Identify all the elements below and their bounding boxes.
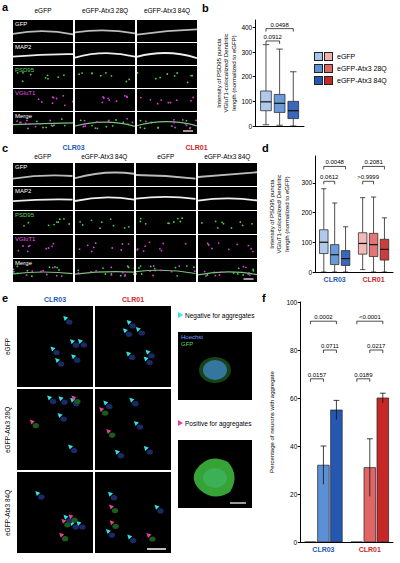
html-text:eGFP-Atx3 84Q: eGFP-Atx3 84Q <box>337 76 387 84</box>
svg-text:VGluT1-colocalized/ Dendritic: VGluT1-colocalized/ Dendritic <box>276 174 282 253</box>
html-text:eGFP: eGFP <box>34 7 52 14</box>
svg-text:CLR03: CLR03 <box>324 276 346 283</box>
html-text:eGFP: eGFP <box>4 338 11 355</box>
svg-text:60: 60 <box>290 395 298 402</box>
svg-text:Percentage of neurons with agg: Percentage of neurons with aggregate <box>269 370 275 472</box>
svg-text:20: 20 <box>290 491 298 498</box>
svg-text:0.2081: 0.2081 <box>364 159 383 165</box>
html-text:CLR01: CLR01 <box>121 296 145 303</box>
html-text:eGFP: eGFP <box>337 52 356 60</box>
svg-text:200: 200 <box>301 209 312 216</box>
html-text:GFP: GFP <box>15 21 28 27</box>
svg-text:400: 400 <box>241 24 252 31</box>
svg-text:100: 100 <box>241 98 252 105</box>
html-text:CLR03: CLR03 <box>43 296 67 303</box>
svg-text:0: 0 <box>249 123 253 130</box>
html-text:Merge: Merge <box>15 113 32 119</box>
svg-text:0.0498: 0.0498 <box>270 22 289 28</box>
svg-text:0.0612: 0.0612 <box>320 174 339 180</box>
svg-text:0.0048: 0.0048 <box>326 159 345 165</box>
svg-text:<0.0001: <0.0001 <box>359 314 382 320</box>
html-text:a: a <box>2 1 9 13</box>
html-text:eGFP-Atx3 28Q: eGFP-Atx3 28Q <box>337 64 387 72</box>
svg-text:length (normalized to eGFP): length (normalized to eGFP) <box>231 35 237 110</box>
html-text:eGFP-Atx3 84Q: eGFP-Atx3 84Q <box>143 7 191 14</box>
html-text:MAP2: MAP2 <box>15 44 32 50</box>
html-text:eGFP: eGFP <box>157 153 175 160</box>
svg-text:CLR01: CLR01 <box>362 276 384 283</box>
svg-text:0.0217: 0.0217 <box>367 343 386 349</box>
html-text:eGFP-Atx3 84Q: eGFP-Atx3 84Q <box>4 489 11 536</box>
svg-text:length (normalized to eGFP): length (normalized to eGFP) <box>284 176 290 251</box>
html-text:eGFP-Atx3 28Q: eGFP-Atx3 28Q <box>4 406 11 453</box>
html-text:Merge: Merge <box>15 260 32 266</box>
svg-text:80: 80 <box>290 347 298 354</box>
svg-text:Intensity of PSD95 puncta: Intensity of PSD95 puncta <box>216 38 222 108</box>
html-text:VGluT1: VGluT1 <box>15 90 36 96</box>
svg-text:VGluT1-colocalized/ Dendritic: VGluT1-colocalized/ Dendritic <box>223 33 229 112</box>
html-text:Positive for aggregates: Positive for aggregates <box>185 420 252 427</box>
svg-text:40: 40 <box>290 443 298 450</box>
html-text:eGFP-Atx3 84Q: eGFP-Atx3 84Q <box>81 153 128 160</box>
svg-text:0.0157: 0.0157 <box>308 372 327 378</box>
svg-text:>0.9999: >0.9999 <box>357 174 380 180</box>
html-text:Negative for aggregates: Negative for aggregates <box>185 312 255 319</box>
svg-text:0.0002: 0.0002 <box>314 314 333 320</box>
svg-text:CLR01: CLR01 <box>359 546 381 553</box>
svg-text:Intensity of PSD95 puncta: Intensity of PSD95 puncta <box>269 179 275 249</box>
svg-text:0.0912: 0.0912 <box>264 34 283 40</box>
svg-text:0: 0 <box>309 269 313 276</box>
html-text:e: e <box>2 292 9 304</box>
svg-text:0: 0 <box>294 539 298 546</box>
svg-text:100: 100 <box>301 239 312 246</box>
html-text:PSD95: PSD95 <box>15 67 34 73</box>
svg-text:100: 100 <box>286 299 297 306</box>
html-text:MAP2: MAP2 <box>15 188 32 194</box>
svg-text:0.0711: 0.0711 <box>321 343 340 349</box>
html-text:CLR03: CLR03 <box>62 144 85 151</box>
html-text:VGluT1: VGluT1 <box>15 236 36 242</box>
html-text:eGFP-Atx3 28Q: eGFP-Atx3 28Q <box>81 7 129 14</box>
html-text:c: c <box>2 142 9 154</box>
svg-text:300: 300 <box>241 49 252 56</box>
html-text:PSD95: PSD95 <box>15 212 34 218</box>
svg-text:300: 300 <box>301 179 312 186</box>
html-text:eGFP: eGFP <box>34 153 52 160</box>
svg-text:CLR03: CLR03 <box>312 546 334 553</box>
svg-text:0.0189: 0.0189 <box>354 372 373 378</box>
html-text:eGFP-Atx3 84Q: eGFP-Atx3 84Q <box>204 153 251 160</box>
svg-text:200: 200 <box>241 73 252 80</box>
html-text:GFP: GFP <box>181 341 194 347</box>
html-text:CLR01: CLR01 <box>185 144 208 151</box>
html-text:b: b <box>202 2 209 14</box>
html-text:GFP: GFP <box>15 164 28 170</box>
html-text:d: d <box>262 142 269 154</box>
html-text:Hoechst: Hoechst <box>181 334 203 340</box>
html-text:f: f <box>262 292 266 304</box>
